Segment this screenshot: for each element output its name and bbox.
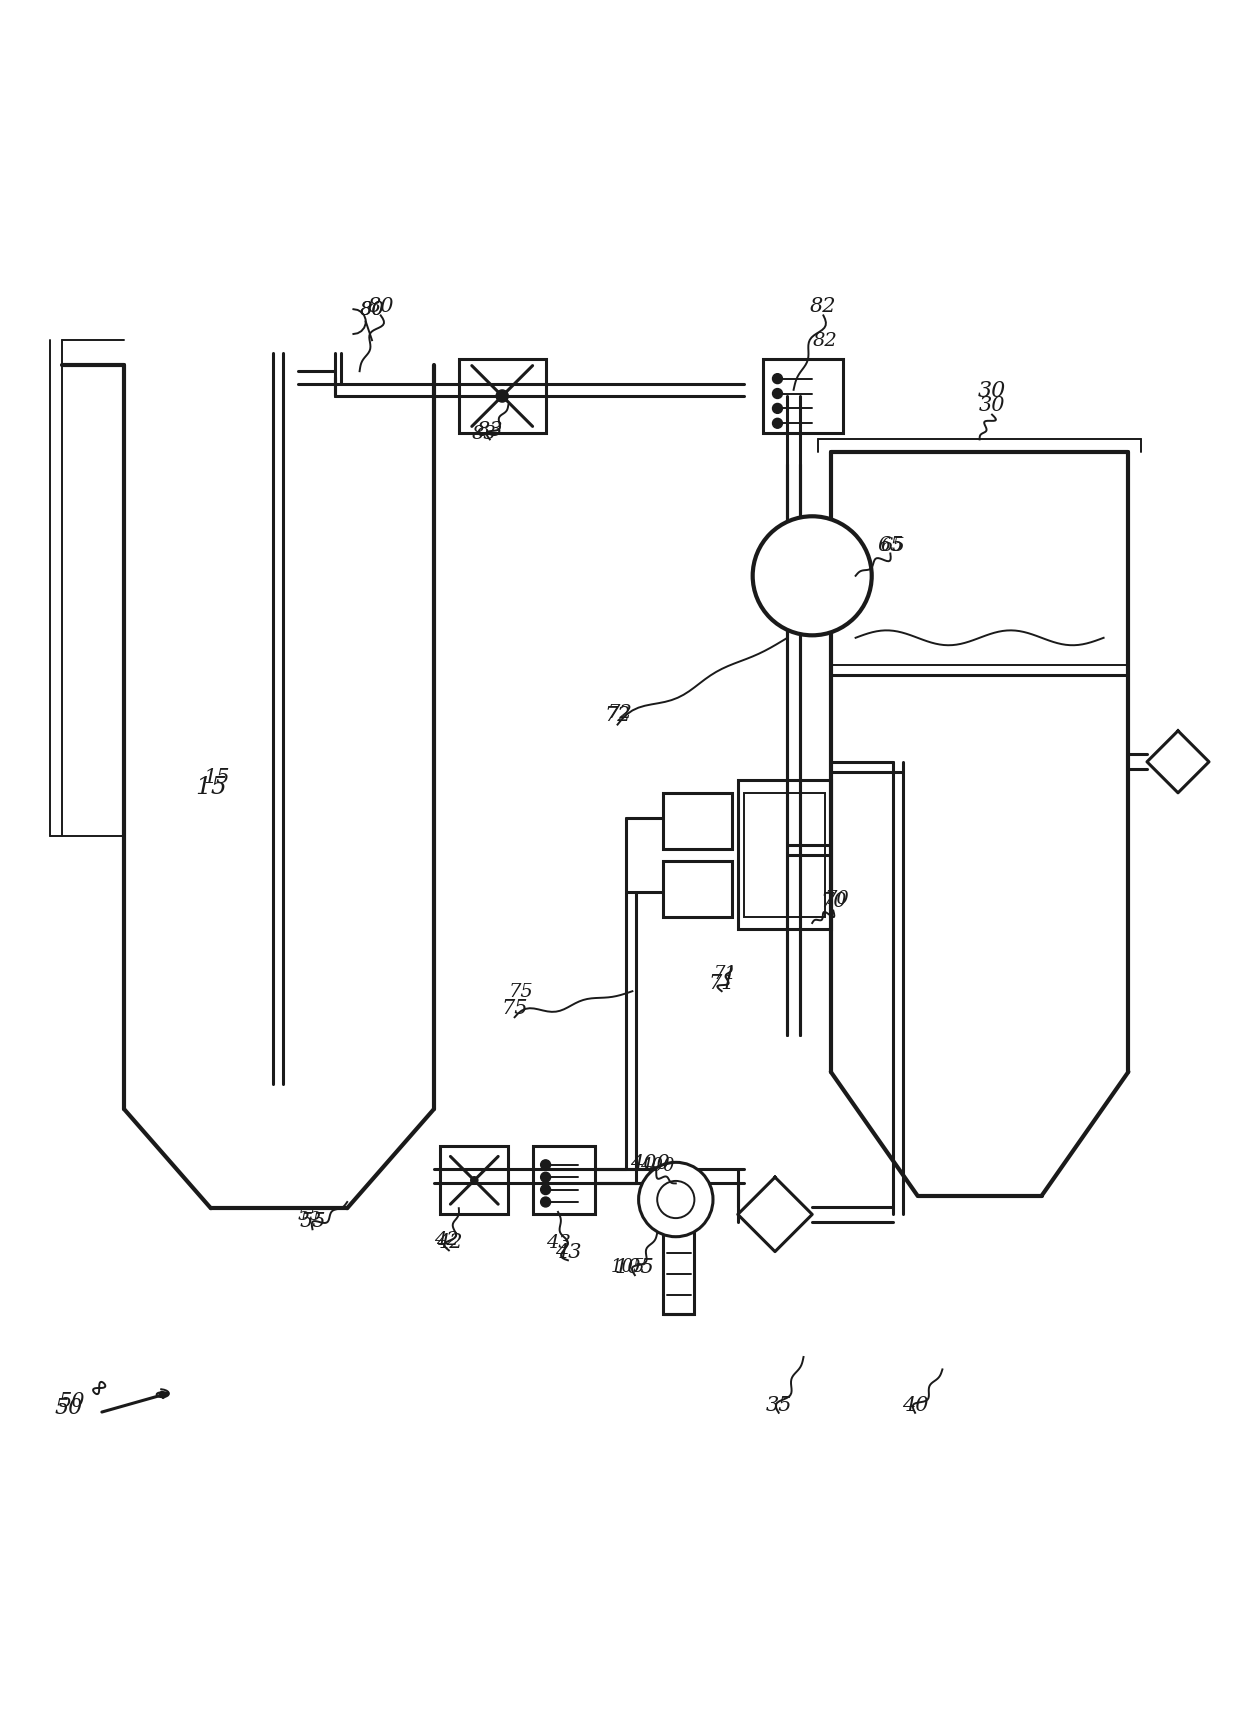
Text: 43: 43 — [546, 1234, 570, 1251]
Circle shape — [496, 391, 508, 403]
Bar — [738, 781, 831, 930]
Text: 35: 35 — [765, 1396, 792, 1415]
Circle shape — [773, 405, 782, 414]
Bar — [663, 1227, 694, 1315]
Text: 70: 70 — [825, 889, 849, 908]
Bar — [533, 1146, 595, 1215]
Text: 71: 71 — [714, 965, 737, 982]
Text: 70: 70 — [820, 893, 847, 911]
Text: 55: 55 — [298, 1206, 322, 1223]
Text: 80: 80 — [360, 302, 384, 319]
Text: 30: 30 — [978, 379, 1006, 401]
Circle shape — [541, 1197, 551, 1208]
Polygon shape — [738, 1177, 812, 1253]
Text: 15: 15 — [195, 775, 227, 799]
Text: 43: 43 — [554, 1242, 582, 1261]
Circle shape — [639, 1163, 713, 1237]
Polygon shape — [1147, 731, 1209, 793]
Text: 82: 82 — [810, 296, 837, 315]
Text: 42: 42 — [435, 1232, 463, 1251]
Text: 400: 400 — [640, 1156, 675, 1173]
Text: 72: 72 — [608, 703, 632, 722]
Bar — [663, 862, 732, 917]
Bar — [663, 793, 732, 849]
Text: 42: 42 — [434, 1230, 459, 1249]
Text: 105: 105 — [615, 1258, 655, 1277]
Text: 65: 65 — [880, 536, 905, 555]
Bar — [440, 1146, 508, 1215]
Text: 75: 75 — [508, 982, 533, 1001]
Text: 80: 80 — [367, 296, 394, 315]
Text: 105: 105 — [610, 1258, 645, 1275]
Text: 400: 400 — [630, 1153, 670, 1172]
Text: 50: 50 — [55, 1396, 82, 1418]
Circle shape — [773, 374, 782, 384]
Text: 82: 82 — [812, 333, 837, 350]
Text: 83: 83 — [476, 420, 503, 439]
Bar — [459, 360, 546, 434]
Text: 80: 80 — [360, 302, 384, 319]
Circle shape — [657, 1182, 694, 1218]
Circle shape — [773, 389, 782, 400]
Circle shape — [541, 1173, 551, 1182]
Text: 71: 71 — [708, 973, 735, 992]
Bar — [744, 793, 825, 917]
Text: 15: 15 — [203, 768, 231, 787]
Circle shape — [541, 1160, 551, 1170]
Bar — [763, 360, 843, 434]
Text: 40: 40 — [901, 1396, 929, 1415]
Circle shape — [471, 1177, 477, 1184]
Circle shape — [753, 517, 872, 636]
Text: 72: 72 — [604, 706, 631, 725]
Text: 75: 75 — [501, 998, 528, 1017]
Text: 50: 50 — [58, 1390, 86, 1409]
Text: 65: 65 — [877, 536, 904, 555]
Text: 30: 30 — [978, 396, 1006, 415]
Text: 55: 55 — [299, 1211, 326, 1230]
Circle shape — [541, 1185, 551, 1194]
Text: 83: 83 — [471, 426, 496, 443]
Circle shape — [773, 419, 782, 429]
